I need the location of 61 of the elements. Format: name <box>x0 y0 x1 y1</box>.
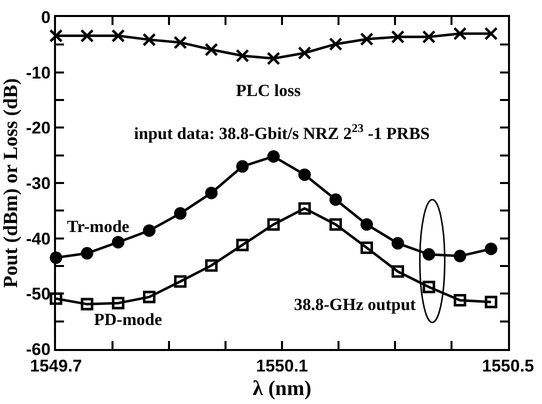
point <box>360 241 373 254</box>
point <box>49 29 63 43</box>
y-tick-label: -10 <box>26 63 51 82</box>
point <box>80 298 94 310</box>
point <box>454 294 466 307</box>
point <box>80 247 94 260</box>
series-label: Tr-mode <box>67 217 130 236</box>
point <box>112 236 124 248</box>
point <box>360 32 374 46</box>
x-axis-title: λ (nm) <box>252 376 312 400</box>
point <box>80 29 94 43</box>
point <box>328 37 342 51</box>
point <box>142 290 156 304</box>
point <box>174 36 188 50</box>
series-label: PD-mode <box>94 310 162 329</box>
point <box>360 218 373 231</box>
point <box>142 32 156 46</box>
point <box>174 207 187 220</box>
point <box>236 238 249 252</box>
point <box>236 48 250 62</box>
point <box>205 259 218 272</box>
x-tick-label: 1550.1 <box>256 356 308 376</box>
point <box>204 42 218 56</box>
y-tick-label: -40 <box>26 229 51 248</box>
y-tick-label: -60 <box>26 340 51 359</box>
point <box>174 275 187 288</box>
point <box>298 202 311 215</box>
point <box>453 26 467 40</box>
y-tick-label: -20 <box>26 118 51 138</box>
point <box>392 237 404 250</box>
point <box>236 160 249 173</box>
series-label: PLC loss <box>236 81 302 100</box>
x-tick-label: 1550.5 <box>482 356 534 376</box>
point <box>266 52 280 66</box>
point <box>484 26 498 40</box>
y-axis-title: Pout (dBm) or Loss (dB) <box>0 78 22 288</box>
point <box>422 248 436 261</box>
point <box>111 29 125 43</box>
point <box>484 242 498 256</box>
annotation: 38.8-GHz output <box>294 295 416 314</box>
point <box>454 250 466 262</box>
point <box>205 186 218 200</box>
y-tick-label: 0 <box>41 8 51 27</box>
x-tick-label: 1549.7 <box>30 356 82 376</box>
point <box>329 193 342 206</box>
annotation: input data: 38.8-Gbit/s NRZ 2$^{23}$ -1 PRBS <box>134 121 430 144</box>
point <box>267 218 280 231</box>
point <box>112 296 124 310</box>
point <box>484 296 498 308</box>
point <box>298 168 311 181</box>
point <box>298 46 312 60</box>
point <box>392 265 404 278</box>
y-tick-label: -30 <box>26 174 51 193</box>
point <box>422 30 436 44</box>
point <box>391 30 405 44</box>
y-tick-label: -50 <box>26 284 51 304</box>
point <box>329 218 342 231</box>
point <box>142 224 156 237</box>
point <box>267 150 280 163</box>
point <box>422 280 436 294</box>
point <box>50 292 62 305</box>
